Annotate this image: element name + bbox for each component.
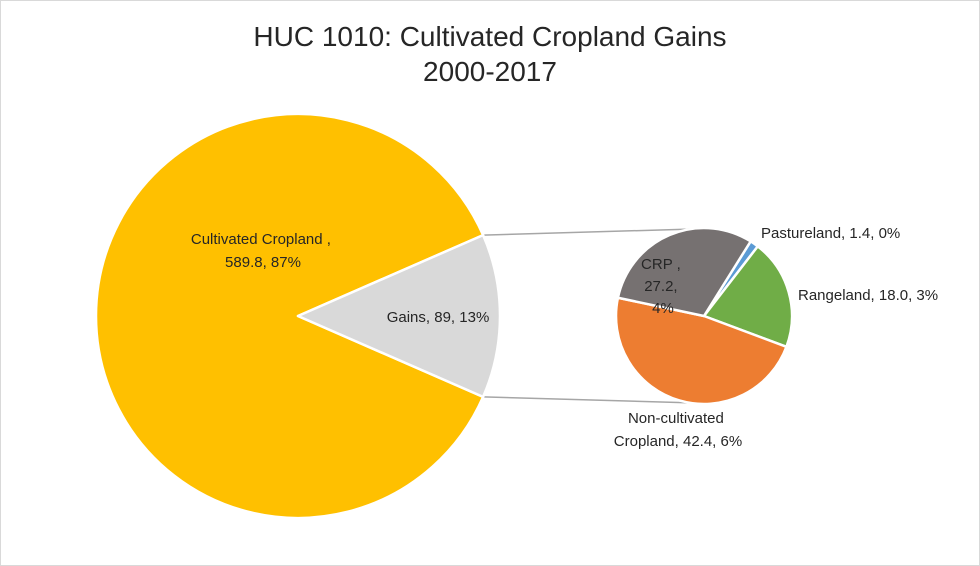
chart-title-line-1: HUC 1010: Cultivated Cropland Gains bbox=[253, 21, 727, 52]
pie-slice-non-cultivated-cropland bbox=[614, 296, 788, 406]
pie-slice-rangeland bbox=[702, 245, 794, 349]
data-label-crp-line-3: 4% bbox=[652, 300, 674, 317]
data-label-pastureland: Pastureland, 1.4, 0% bbox=[761, 225, 900, 242]
data-label-cultivated-cropland: Cultivated Cropland , 589.8, 87% bbox=[191, 231, 335, 271]
data-label-rangeland: Rangeland, 18.0, 3% bbox=[798, 287, 938, 304]
chart-title-line-2: 2000-2017 bbox=[423, 56, 557, 87]
data-label-crp-line-2: 27.2, bbox=[644, 278, 677, 295]
data-label-cultivated-cropland-name: Cultivated Cropland , bbox=[191, 231, 331, 248]
pie-slice-gains bbox=[296, 233, 502, 399]
data-label-crp: CRP , 27.2, 4% bbox=[641, 256, 685, 317]
data-label-non-cultivated-line-2: Cropland, 42.4, 6% bbox=[614, 433, 742, 450]
secondary-pie bbox=[614, 226, 794, 406]
chart-title: HUC 1010: Cultivated Cropland Gains 2000… bbox=[1, 19, 979, 89]
data-label-cultivated-cropland-value: 589.8, 87% bbox=[225, 254, 301, 271]
main-pie bbox=[94, 112, 502, 520]
connector-line-bottom bbox=[483, 396, 697, 404]
data-label-non-cultivated-cropland: Non-cultivated Cropland, 42.4, 6% bbox=[614, 410, 742, 450]
connector-line-top bbox=[483, 228, 695, 236]
pie-slice-cultivated-cropland bbox=[94, 112, 485, 520]
connector-lines bbox=[483, 228, 697, 404]
pie-slice-crp bbox=[616, 226, 752, 318]
data-label-non-cultivated-line-1: Non-cultivated bbox=[628, 410, 724, 427]
data-label-gains: Gains, 89, 13% bbox=[387, 309, 490, 326]
data-label-crp-line-1: CRP , bbox=[641, 256, 681, 273]
